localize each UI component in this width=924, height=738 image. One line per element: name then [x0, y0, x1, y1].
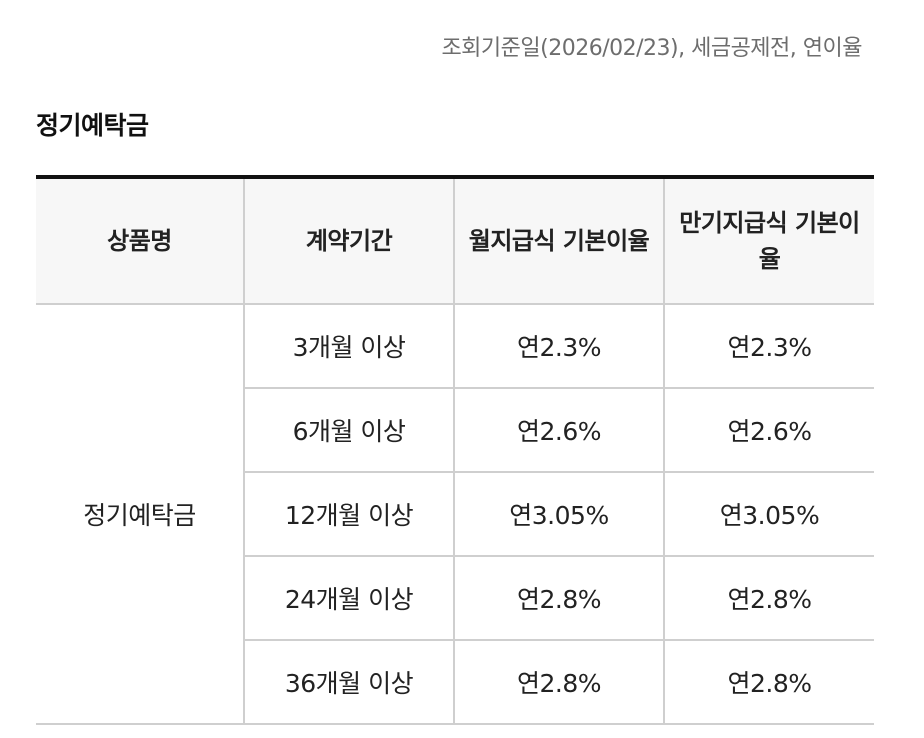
query-date-note: 조회기준일(2026/02/23), 세금공제전, 연이율: [441, 36, 862, 61]
monthly-rate-cell: 연3.05%: [453, 472, 664, 557]
period-cell: 36개월 이상: [243, 640, 454, 725]
header-monthly-rate: 월지급식 기본이율: [453, 177, 664, 305]
product-name-cell: 정기예탁금: [36, 304, 244, 725]
header-product-name: 상품명: [36, 177, 244, 305]
table-row: 정기예탁금 3개월 이상 연2.3% 연2.3%: [36, 304, 874, 725]
maturity-rate-cell: 연2.3%: [663, 304, 874, 389]
period-cell: 6개월 이상: [243, 388, 454, 473]
maturity-rate-cell: 연3.05%: [663, 472, 874, 557]
monthly-rate-cell: 연2.8%: [453, 556, 664, 641]
table-row: 12개월 이상 연3.05% 연3.05%: [36, 472, 874, 557]
period-cell: 24개월 이상: [243, 556, 454, 641]
section-title: 정기예탁금: [36, 111, 149, 140]
maturity-rate-cell: 연2.6%: [663, 388, 874, 473]
maturity-rate-cell: 연2.8%: [663, 640, 874, 725]
monthly-rate-cell: 연2.3%: [453, 304, 664, 389]
header-contract-period: 계약기간: [243, 177, 454, 305]
table-header-row: 상품명 계약기간 월지급식 기본이율 만기지급식 기본이율: [36, 177, 874, 305]
period-cell: 12개월 이상: [243, 472, 454, 557]
monthly-rate-cell: 연2.6%: [453, 388, 664, 473]
table-row: 24개월 이상 연2.8% 연2.8%: [36, 556, 874, 641]
table-row: 6개월 이상 연2.6% 연2.6%: [36, 388, 874, 473]
table-row: 36개월 이상 연2.8% 연2.8%: [36, 640, 874, 725]
maturity-rate-cell: 연2.8%: [663, 556, 874, 641]
monthly-rate-cell: 연2.8%: [453, 640, 664, 725]
interest-rate-table: 상품명 계약기간 월지급식 기본이율 만기지급식 기본이율 정기예탁금 3개월 …: [36, 175, 874, 725]
period-cell: 3개월 이상: [243, 304, 454, 389]
header-maturity-rate: 만기지급식 기본이율: [663, 177, 874, 305]
